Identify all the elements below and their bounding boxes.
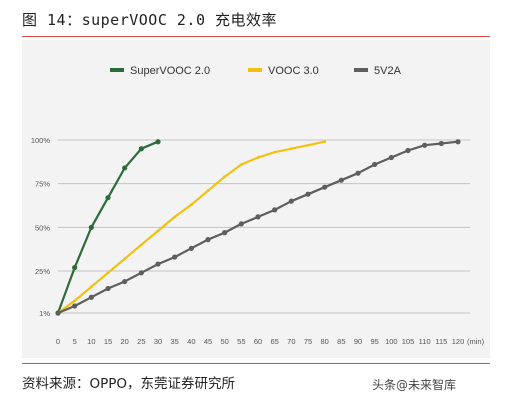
- x-tick-label-60: 60: [254, 337, 262, 346]
- chart-background: [22, 40, 490, 358]
- series-1-point-10: [223, 175, 227, 179]
- series-2-point-11: [238, 221, 244, 227]
- series-2-point-6: [155, 261, 161, 267]
- series-1-point-7: [173, 215, 177, 219]
- series-2-point-14: [288, 198, 294, 204]
- x-tick-label-55: 55: [237, 337, 245, 346]
- series-1-point-13: [273, 150, 277, 154]
- series-1-point-14: [289, 147, 293, 151]
- series-2-point-9: [205, 237, 211, 243]
- x-tick-label-115: 115: [435, 337, 447, 346]
- x-tick-label-15: 15: [104, 337, 112, 346]
- y-tick-label-25: 25%: [35, 267, 50, 276]
- series-2-point-12: [255, 214, 261, 220]
- series-2-point-20: [388, 154, 394, 161]
- y-tick-label-1: 1%: [39, 309, 50, 318]
- y-tick-label-75: 75%: [35, 180, 50, 189]
- source-divider: [22, 363, 490, 364]
- watermark: 头条@未来智库: [372, 378, 457, 392]
- x-tick-label-50: 50: [220, 337, 228, 346]
- series-1-point-1: [73, 299, 77, 303]
- y-tick-label-50: 50%: [35, 223, 50, 232]
- series-0-point-4: [122, 165, 128, 171]
- x-tick-label-70: 70: [287, 337, 295, 346]
- series-1-point-12: [256, 156, 260, 159]
- series-1-point-5: [139, 243, 143, 247]
- series-2-point-13: [272, 207, 278, 213]
- x-tick-label-95: 95: [370, 337, 378, 346]
- series-1-point-2: [89, 285, 93, 289]
- series-2-point-21: [405, 147, 411, 154]
- series-2-point-19: [372, 161, 378, 168]
- series-1-point-3: [106, 271, 110, 275]
- series-2-point-24: [455, 139, 461, 145]
- x-tick-label-25: 25: [137, 337, 145, 346]
- chart-gridlines: [58, 139, 470, 314]
- series-2-point-3: [105, 285, 111, 292]
- x-tick-label-35: 35: [170, 337, 178, 346]
- series-2-point-18: [355, 170, 361, 176]
- series-1-point-9: [206, 189, 210, 193]
- series-1-point-6: [156, 229, 160, 233]
- x-axis-ticks: 0 5 10 15 20 25 30 35 40 45 50 55 60 65 70 75 80 85 90 95 10…: [56, 337, 485, 346]
- title-divider: [22, 36, 490, 37]
- y-tick-label-100: 100%: [31, 136, 51, 145]
- legend-label-2: 5V2A: [374, 65, 402, 77]
- x-tick-label-45: 45: [204, 337, 212, 346]
- charging-efficiency-chart: SuperVOOC 2.0 VOOC 3.0 5V2A 1%25%50%75%100…: [22, 40, 490, 358]
- series-1-point-16: [323, 140, 327, 144]
- x-tick-label-0: 0: [56, 337, 60, 346]
- series-2-point-7: [172, 254, 178, 260]
- series-0-point-1: [72, 264, 78, 271]
- series-2-point-16: [322, 184, 328, 190]
- series-2-point-10: [222, 230, 228, 236]
- x-tick-label-120: 120: [452, 337, 465, 346]
- series-1-point-8: [189, 203, 193, 207]
- series-0-point-5: [138, 146, 144, 152]
- series-2-point-5: [138, 270, 144, 276]
- series-2-point-22: [422, 142, 428, 148]
- series-2-point-2: [88, 294, 94, 300]
- series-2-point-0: [55, 310, 61, 316]
- y-axis-ticks: 1% 25% 50% 75% 100%: [31, 136, 51, 318]
- x-tick-label-75: 75: [304, 337, 312, 346]
- chart-series: [55, 139, 461, 316]
- x-tick-label-40: 40: [187, 337, 195, 346]
- series-1-point-4: [123, 257, 127, 261]
- legend-label-0: SuperVOOC 2.0: [130, 65, 210, 77]
- x-tick-label-30: 30: [154, 337, 162, 346]
- series-2-point-17: [338, 177, 344, 183]
- x-tick-label-110: 110: [419, 337, 431, 346]
- x-tick-label-100: 100: [385, 337, 398, 346]
- figure-title: 图 14：superVOOC 2.0 充电效率: [22, 11, 278, 29]
- x-tick-label-5: 5: [73, 337, 77, 346]
- series-1-point-15: [306, 143, 310, 147]
- series-0-point-6: [155, 139, 161, 145]
- legend-label-1: VOOC 3.0: [268, 65, 319, 77]
- x-tick-label-10: 10: [87, 337, 95, 346]
- x-axis-unit-label: (min): [467, 337, 485, 346]
- x-tick-label-20: 20: [120, 337, 128, 346]
- x-tick-label-90: 90: [354, 337, 362, 346]
- series-2-point-1: [72, 303, 78, 309]
- series-1-point-11: [239, 163, 243, 166]
- figure-source: 资料来源：OPPO，东莞证券研究所: [22, 376, 236, 392]
- series-2-point-4: [122, 278, 128, 285]
- series-0-point-3: [105, 195, 111, 201]
- x-tick-label-80: 80: [320, 337, 328, 346]
- series-2-point-8: [188, 245, 194, 251]
- chart-legend: SuperVOOC 2.0 VOOC 3.0 5V2A: [110, 65, 402, 77]
- x-tick-label-65: 65: [270, 337, 278, 346]
- series-2-point-15: [305, 191, 311, 197]
- series-0-point-2: [88, 224, 94, 230]
- x-tick-label-105: 105: [402, 337, 415, 346]
- x-tick-label-85: 85: [337, 337, 345, 346]
- chart-area: SuperVOOC 2.0 VOOC 3.0 5V2A 1% 25% 50% 75% 100…: [22, 40, 490, 358]
- series-2-point-23: [438, 140, 444, 147]
